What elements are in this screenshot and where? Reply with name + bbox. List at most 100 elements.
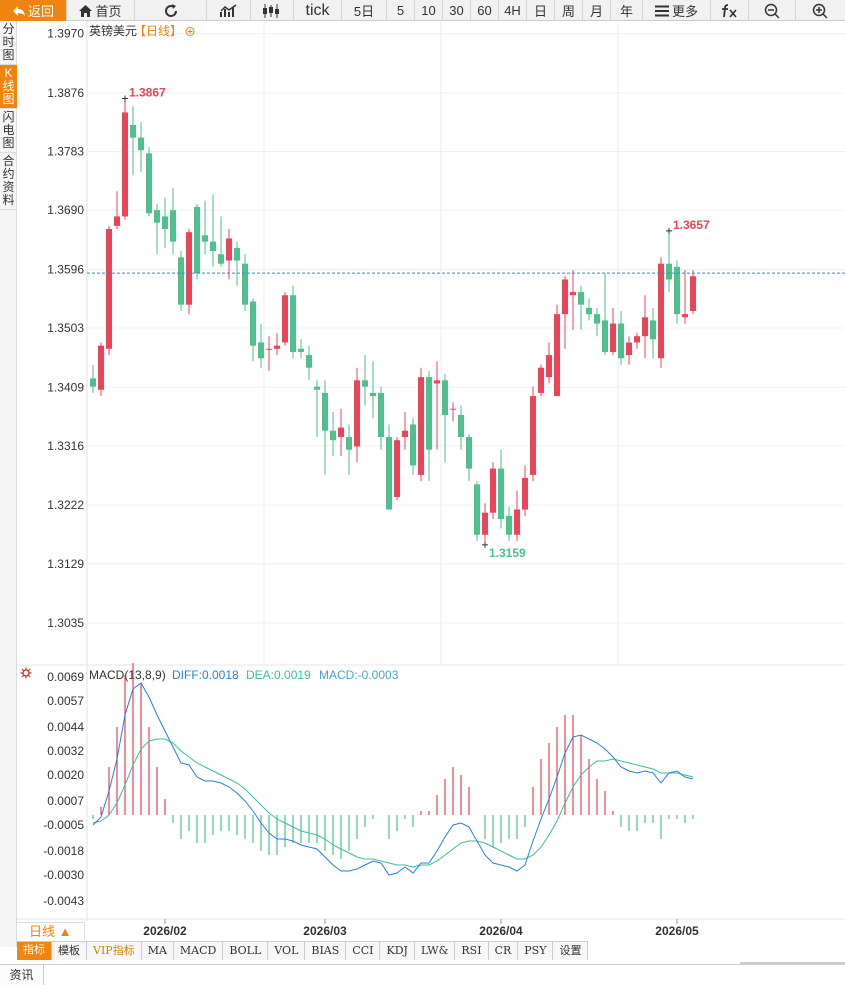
home-icon	[79, 4, 93, 17]
candle-body	[602, 320, 608, 352]
tab-cci[interactable]: CCI	[346, 942, 381, 960]
tab-cr[interactable]: CR	[488, 942, 519, 960]
candle-body	[570, 292, 576, 296]
candle	[642, 295, 648, 359]
macd-tick-label: 0.0020	[47, 768, 84, 782]
candle	[410, 418, 416, 475]
indicator-settings-icon[interactable]	[20, 667, 32, 679]
candle	[338, 408, 344, 456]
tab-ma[interactable]: MA	[141, 942, 174, 960]
candle	[178, 251, 184, 311]
max-marker	[122, 95, 128, 102]
candle	[162, 197, 168, 248]
candle	[202, 200, 208, 255]
candle	[194, 203, 200, 280]
candle	[170, 188, 176, 255]
date-tick-label: 2026/05	[655, 924, 699, 938]
formula-button[interactable]	[711, 0, 749, 21]
nav-kline-chart[interactable]: K 线 图	[0, 65, 17, 109]
tab-macd[interactable]: MACD	[173, 942, 224, 960]
period-5day-label: 5日	[353, 4, 375, 19]
zoom-in-button[interactable]	[796, 0, 843, 21]
add-indicator-icon[interactable]	[185, 27, 195, 36]
news-tab[interactable]: 资讯	[0, 965, 44, 985]
tab-kdj[interactable]: KDJ	[380, 942, 415, 960]
refresh-button[interactable]	[135, 0, 207, 21]
candle-body	[298, 348, 304, 352]
tab-settings[interactable]: 设置	[553, 942, 589, 960]
price-tick-label: 1.3129	[47, 557, 84, 571]
more-label: 更多	[671, 4, 698, 19]
period-month[interactable]: 月	[583, 0, 611, 21]
candle	[594, 307, 600, 337]
nav-time-chart[interactable]: 分 时 图	[0, 21, 17, 65]
more-button[interactable]: 更多	[643, 0, 711, 21]
zoom-out-button[interactable]	[749, 0, 796, 21]
line-chart-button[interactable]	[207, 0, 251, 21]
period-year[interactable]: 年	[611, 0, 643, 21]
tab-lw[interactable]: LW&	[414, 942, 456, 960]
candle-body	[394, 440, 400, 497]
back-button[interactable]: 返回	[0, 0, 67, 21]
nav-contract-info[interactable]: 合 约 资 料	[0, 153, 17, 210]
candle-body	[410, 424, 416, 466]
menu-icon	[654, 5, 669, 16]
candle-body	[522, 478, 528, 510]
nav-flash-chart[interactable]: 闪 电 图	[0, 109, 17, 153]
period-30min[interactable]: 30	[443, 0, 471, 21]
candle	[282, 292, 288, 346]
candle-body	[506, 515, 512, 535]
back-arrow-icon	[12, 5, 25, 16]
candle-body	[386, 437, 392, 510]
candle	[322, 380, 328, 475]
candle	[466, 433, 472, 482]
tab-boll[interactable]: BOLL	[223, 942, 269, 960]
tab-rsi[interactable]: RSI	[455, 942, 489, 960]
period-week[interactable]: 周	[555, 0, 583, 21]
macd-tick-label: 0.0044	[47, 720, 84, 734]
macd-tick-label: -0.0043	[43, 894, 84, 908]
tab-vol[interactable]: VOL	[268, 942, 306, 960]
home-button[interactable]: 首页	[67, 0, 135, 21]
nav-contract-info-char-2: 约	[2, 167, 15, 181]
tab-templates[interactable]: 模板	[52, 942, 87, 960]
price-tick-label: 1.3503	[47, 321, 84, 335]
candle-body	[426, 377, 432, 450]
tab-vip-indicators[interactable]: VIP指标	[87, 942, 142, 960]
macd-tick-label: 0.0057	[47, 694, 84, 708]
candle-body	[362, 380, 368, 387]
home-label: 首页	[95, 4, 122, 19]
tab-bias[interactable]: BIAS	[305, 942, 347, 960]
tab-psy[interactable]: PSY	[518, 942, 554, 960]
candle	[626, 336, 632, 365]
candle-body	[498, 468, 504, 520]
candle-body	[274, 345, 280, 349]
period-selector[interactable]: 日线 ▲	[17, 922, 85, 940]
candle	[250, 298, 256, 362]
period-5min[interactable]: 5	[387, 0, 415, 21]
nav-flash-chart-char-1: 闪	[2, 110, 15, 124]
period-year-label: 年	[619, 4, 633, 19]
period-4h[interactable]: 4H	[499, 0, 527, 21]
period-60min[interactable]: 60	[471, 0, 499, 21]
candle	[218, 216, 224, 267]
candle	[578, 285, 584, 330]
chart-area[interactable]: 1.3970 1.3876 1.3783 1.3690 1.3596 1.3503 1.34…	[0, 21, 845, 941]
tab-indicators[interactable]: 指标	[17, 942, 52, 960]
tick-button[interactable]: tick	[294, 0, 342, 21]
candle-body	[306, 355, 312, 368]
period-5day[interactable]: 5日	[342, 0, 387, 21]
candle-body	[98, 345, 104, 390]
candle	[130, 106, 136, 176]
candle	[498, 449, 504, 529]
period-10min[interactable]: 10	[415, 0, 443, 21]
nav-kline-chart-char-2: 线	[2, 79, 15, 93]
candle	[538, 364, 544, 397]
candle	[514, 490, 520, 542]
period-day[interactable]: 日	[527, 0, 555, 21]
candle-body	[634, 336, 640, 343]
candlestick-button[interactable]	[251, 0, 294, 21]
candle-body	[538, 367, 544, 393]
date-axis: 2026/02 2026/03 2026/04 2026/05	[17, 918, 845, 938]
candle	[122, 98, 128, 220]
